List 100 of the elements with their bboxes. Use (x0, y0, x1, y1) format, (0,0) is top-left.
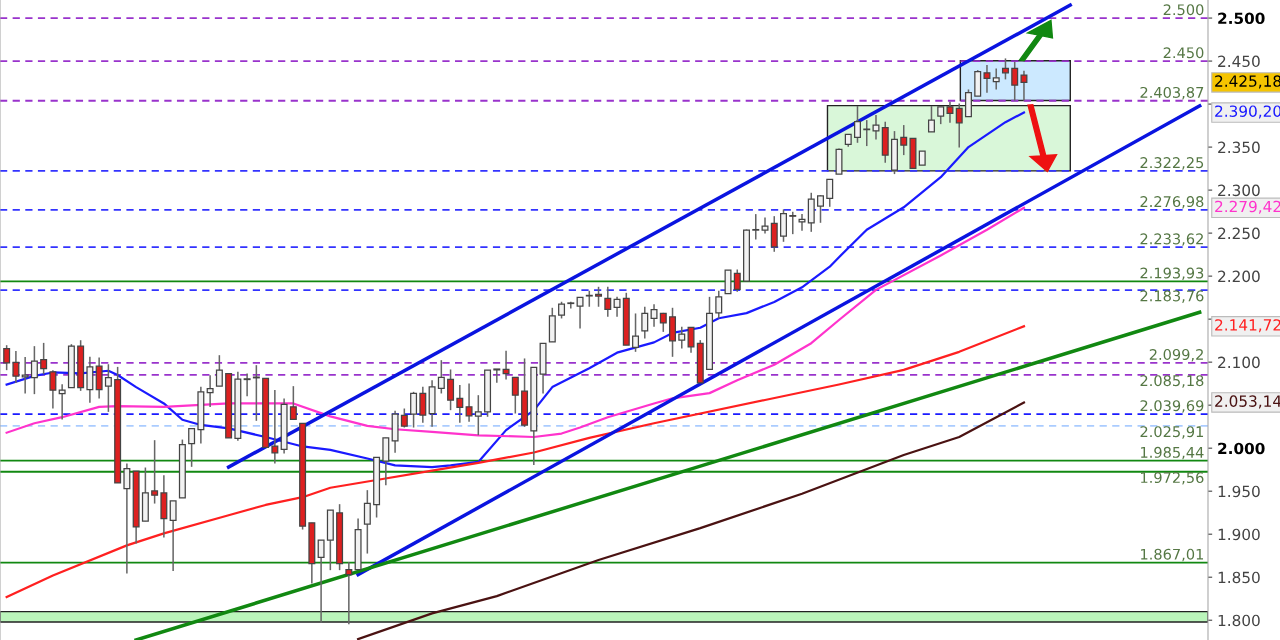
y-tick-label: 1.800 (1218, 614, 1260, 627)
candlestick (511, 376, 519, 415)
candlestick (826, 178, 834, 208)
ref-line-label: 2.500 (1163, 4, 1204, 16)
candlestick (30, 345, 38, 395)
candlestick (724, 269, 732, 295)
candlestick (465, 382, 473, 423)
ref-line-label: 2.183,76 (1140, 290, 1204, 303)
candlestick (151, 439, 159, 505)
candlestick (817, 194, 824, 224)
candlestick (798, 213, 806, 232)
candlestick (95, 356, 103, 400)
ref-line-label: 2.025,91 (1140, 426, 1204, 439)
candlestick (752, 213, 760, 241)
line-series (5, 206, 1026, 439)
candlestick (493, 368, 501, 384)
candlestick (927, 105, 935, 133)
candlestick (807, 192, 815, 233)
ref-line-label: 2.322,25 (1140, 157, 1204, 170)
candlestick (854, 105, 861, 144)
candlestick (946, 100, 954, 124)
y-tick-label: 1.950 (1218, 485, 1260, 498)
y-tick-label: 2.250 (1218, 227, 1260, 240)
candlestick (58, 383, 66, 421)
candlestick (687, 326, 695, 354)
candlestick (437, 359, 445, 395)
candlestick (474, 394, 482, 436)
ref-line-label: 2.233,62 (1140, 233, 1203, 246)
candlestick (345, 561, 353, 625)
candlestick (86, 356, 94, 404)
candlestick (1011, 60, 1019, 102)
candlestick (1001, 57, 1009, 81)
ref-line-label: 1.867,01 (1141, 548, 1204, 562)
candlestick (613, 296, 621, 318)
ref-line-label: 2.085,18 (1140, 375, 1204, 388)
candlestick (900, 124, 908, 156)
candlestick (447, 368, 455, 411)
candlestick (252, 364, 260, 422)
y-tick-label: 2.500 (1218, 12, 1265, 25)
candlestick (40, 342, 48, 375)
candlestick (188, 427, 196, 468)
ref-line-label: 2.403,87 (1140, 86, 1204, 100)
ref-line-label: 2.039,69 (1140, 400, 1204, 413)
ref-line-label: 1.972,56 (1141, 472, 1204, 485)
y-tick-label: 2.000 (1218, 442, 1265, 455)
candlestick (123, 462, 131, 575)
line-series (5, 325, 1026, 599)
y-tick-label: 1.900 (1218, 528, 1260, 541)
candlestick (650, 303, 658, 328)
y-tick-label: 2.350 (1218, 141, 1260, 154)
ref-line-label: 2.099,2 (1149, 348, 1203, 362)
candlestick (770, 215, 778, 253)
candlestick (576, 296, 584, 330)
y-tick-label: 2.450 (1218, 55, 1260, 68)
candlestick (863, 119, 871, 147)
candlestick (761, 216, 769, 235)
candlestick (604, 286, 612, 318)
candlestick (289, 385, 297, 421)
candlestick (733, 268, 741, 293)
y-tick-label: 2.200 (1218, 270, 1260, 283)
text: 2.141,72 (1215, 319, 1280, 333)
candlestick (3, 344, 11, 371)
candlestick (595, 286, 603, 308)
candlestick (964, 88, 972, 118)
candlestick (317, 539, 325, 624)
candlestick (780, 208, 787, 243)
candlestick (983, 64, 991, 94)
candlestick (400, 407, 408, 429)
candlestick (21, 356, 29, 395)
candlestick (1020, 69, 1028, 102)
line-series (356, 401, 1026, 640)
candlestick (456, 384, 464, 424)
candlestick (632, 312, 640, 353)
text: 2.279,42 (1215, 200, 1280, 214)
candlestick (382, 437, 390, 486)
candlestick (243, 372, 251, 397)
y-tick-label: 1.850 (1218, 571, 1260, 584)
candlestick (271, 389, 279, 465)
candlestick (678, 326, 686, 350)
candlestick (206, 374, 214, 408)
candlestick (715, 290, 723, 320)
y-tick-label: 2.300 (1218, 184, 1260, 197)
candlestick (955, 102, 963, 149)
candlestick (12, 350, 20, 384)
candlestick (669, 307, 677, 358)
candlestick (215, 354, 223, 387)
ref-line-label: 1.985,44 (1141, 446, 1204, 460)
candlestick (104, 363, 112, 413)
y-tick-label: 2.100 (1218, 356, 1260, 369)
candlestick (992, 67, 1000, 91)
candlestick (789, 211, 797, 235)
candlestick (419, 386, 427, 424)
ref-line-label: 2.193,93 (1140, 267, 1204, 281)
ref-line-label: 2.276,98 (1140, 196, 1204, 209)
candlestick (363, 489, 371, 555)
candlestick (641, 305, 649, 340)
candlestick (49, 369, 57, 410)
candlestick (872, 114, 880, 141)
candlestick (502, 350, 510, 381)
candlestick (410, 391, 418, 429)
